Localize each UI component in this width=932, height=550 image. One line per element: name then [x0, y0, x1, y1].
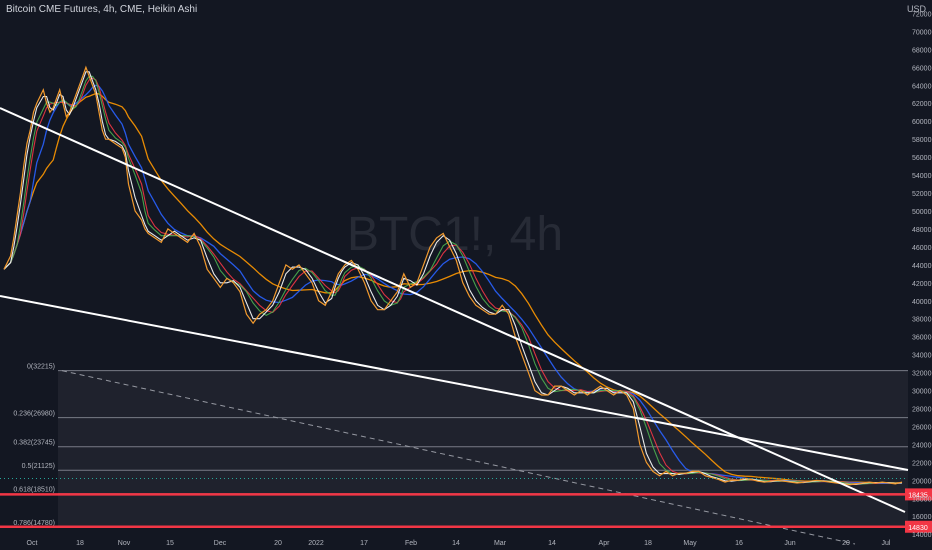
fib-level-label: 0.382(23745)	[13, 440, 55, 447]
x-tick-label: 2022	[308, 540, 324, 547]
y-tick-label: 58000	[912, 137, 932, 144]
y-tick-label: 44000	[912, 263, 932, 270]
x-tick-label: Dec	[214, 540, 227, 547]
watermark: BTC1!, 4h	[347, 208, 563, 261]
y-tick-label: 36000	[912, 335, 932, 342]
fib-level-label: 0.236(26980)	[13, 411, 55, 418]
y-axis: 72000 70000 68000 66000 64000 62000 60000 58000…	[912, 11, 932, 539]
y-tick-label: 62000	[912, 101, 932, 108]
x-tick-label: 14	[452, 540, 460, 547]
x-tick-label: 15	[166, 540, 174, 547]
x-tick-label: 20	[842, 540, 850, 547]
fib-level-label: 0.618(18510)	[13, 487, 55, 494]
price-tag-bg	[905, 520, 932, 533]
x-tick-label: Mar	[494, 540, 507, 547]
y-tick-label: 28000	[912, 407, 932, 414]
y-tick-label: 38000	[912, 317, 932, 324]
x-tick-label: 17	[360, 540, 368, 547]
x-tick-label: Apr	[599, 540, 611, 547]
y-tick-label: 32000	[912, 371, 932, 378]
x-tick-label: 16	[735, 540, 743, 547]
x-tick-label: May	[683, 540, 697, 547]
y-tick-label: 72000	[912, 11, 932, 18]
x-tick-label: Feb	[405, 540, 417, 547]
y-tick-label: 46000	[912, 245, 932, 252]
indicator-lines	[0, 65, 905, 486]
y-tick-label: 70000	[912, 29, 932, 36]
y-tick-label: 64000	[912, 83, 932, 90]
x-tick-label: Oct	[27, 540, 38, 547]
currency-label: USD	[906, 4, 926, 14]
y-tick-label: 42000	[912, 281, 932, 288]
y-tick-label: 66000	[912, 65, 932, 72]
lower-trendline	[0, 295, 909, 471]
ma-white-line	[3, 71, 903, 485]
y-tick-label: 20000	[912, 478, 932, 485]
x-tick-label: 18	[76, 540, 84, 547]
x-tick-label: Jun	[784, 540, 795, 547]
x-tick-label: 14	[548, 540, 556, 547]
y-tick-label: 22000	[912, 460, 932, 467]
x-tick-label: Jul	[882, 540, 891, 547]
y-tick-label: 68000	[912, 47, 932, 54]
price-line	[3, 65, 903, 486]
fib-dashed-trendline	[61, 370, 856, 545]
fib-level-label: 0.786(14780)	[13, 520, 55, 527]
y-tick-label: 50000	[912, 209, 932, 216]
price-tag-label: 14830	[908, 525, 928, 532]
x-tick-label: 20	[274, 540, 282, 547]
y-tick-label: 30000	[912, 389, 932, 396]
trendlines[interactable]	[0, 107, 909, 513]
y-tick-label: 14000	[912, 532, 932, 539]
y-tick-label: 48000	[912, 227, 932, 234]
chart-title: Bitcoin CME Futures, 4h, CME, Heikin Ash…	[6, 4, 198, 15]
fib-zone-bg	[58, 370, 908, 528]
y-tick-label: 34000	[912, 353, 932, 360]
y-tick-label: 56000	[912, 155, 932, 162]
price-levels: 18435 14830	[0, 488, 932, 533]
y-tick-label: 24000	[912, 442, 932, 449]
price-tag-bg	[905, 488, 932, 501]
fib-level-label: 0.5(21125)	[22, 463, 55, 470]
y-tick-label: 54000	[912, 173, 932, 180]
price-tag-label: 18435	[908, 492, 928, 499]
x-axis: Oct 18 Nov 15 Dec 20 2022 17 Feb 14 Mar 14 Apr 18 May 1…	[27, 540, 891, 547]
y-tick-label: 18000	[912, 496, 932, 503]
y-tick-label: 52000	[912, 191, 932, 198]
x-tick-label: Nov	[118, 540, 131, 547]
y-tick-label: 40000	[912, 299, 932, 306]
y-tick-label: 16000	[912, 514, 932, 521]
descending-trendline	[0, 107, 906, 513]
x-tick-label: 18	[644, 540, 652, 547]
fib-level-label: 0(32215)	[27, 364, 55, 371]
y-tick-label: 60000	[912, 119, 932, 126]
y-tick-label: 26000	[912, 424, 932, 431]
